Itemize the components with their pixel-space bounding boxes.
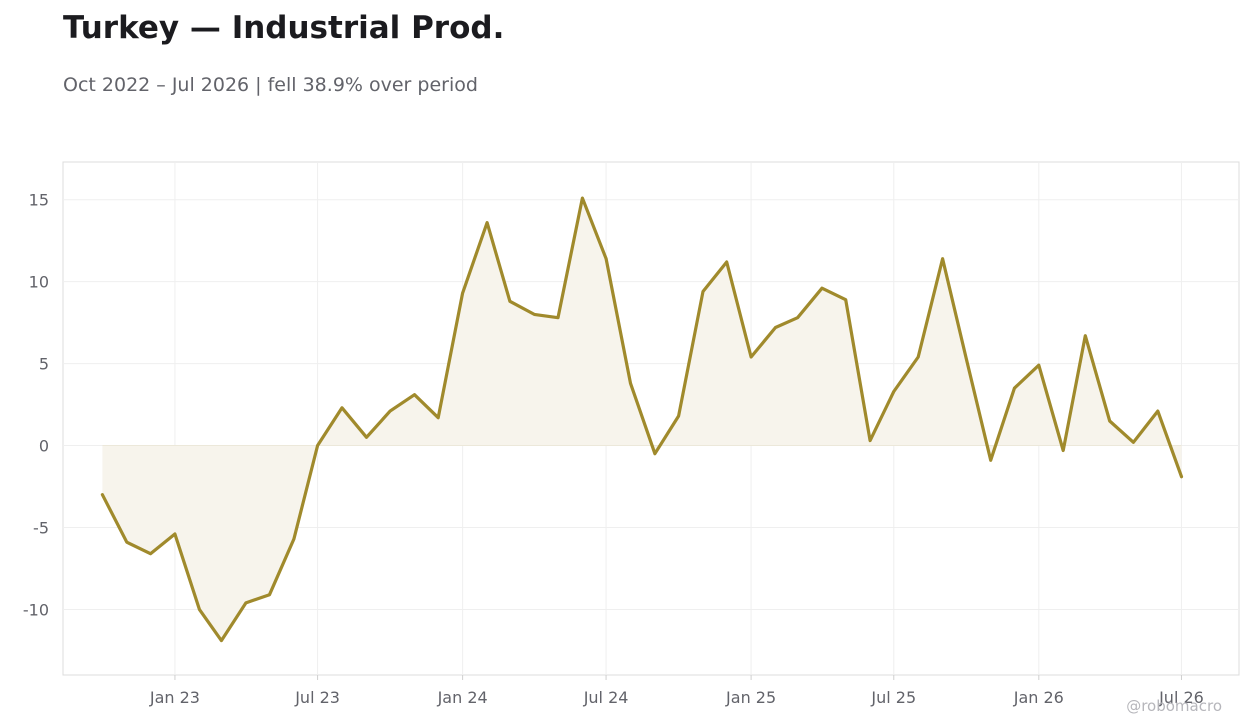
data-point [365, 436, 368, 439]
data-point [749, 355, 753, 359]
data-point [1037, 364, 1040, 367]
data-point [989, 459, 992, 462]
watermark: @robomacro [1126, 697, 1222, 715]
data-point [461, 291, 464, 295]
data-point [1108, 419, 1111, 423]
series-line [100, 196, 1184, 643]
data-point [1062, 449, 1065, 452]
data-point [1156, 409, 1160, 413]
data-point [796, 316, 799, 319]
x-tick-label: Jul 23 [294, 688, 340, 707]
data-point [965, 357, 968, 360]
data-point [125, 541, 129, 544]
data-point [436, 416, 440, 419]
data-point [820, 287, 824, 290]
y-tick-label: -10 [23, 600, 49, 619]
y-tick-label: 15 [29, 191, 49, 210]
data-point [629, 382, 632, 385]
data-point [844, 298, 847, 301]
chart-subtitle: Oct 2022 – Jul 2026 | fell 38.9% over pe… [63, 74, 478, 96]
x-tick-label: Jan 26 [1013, 688, 1064, 707]
data-point [485, 221, 489, 224]
data-point [1180, 475, 1183, 478]
data-point [556, 316, 560, 319]
data-point [917, 355, 920, 359]
y-tick-label: -5 [33, 518, 49, 537]
data-point [340, 406, 344, 410]
data-point [701, 290, 705, 293]
data-point [653, 452, 657, 455]
plot-frame [62, 161, 1240, 676]
data-point [316, 444, 319, 447]
data-point [581, 196, 584, 200]
x-tick-label: Jan 23 [149, 688, 200, 707]
x-tick-label: Jan 24 [437, 688, 488, 707]
y-tick-label: 10 [29, 273, 49, 292]
x-tick-label: Jan 25 [725, 688, 776, 707]
data-point [892, 390, 895, 393]
data-point [941, 257, 944, 260]
data-point [725, 260, 728, 264]
chart-title: Turkey — Industrial Prod. [63, 10, 505, 46]
data-point [149, 552, 152, 555]
data-point [268, 593, 271, 596]
data-point [774, 326, 777, 329]
data-point [388, 409, 392, 413]
data-point [1013, 386, 1016, 390]
y-tick-label: 0 [39, 437, 49, 456]
data-point [198, 608, 201, 611]
data-point [508, 300, 512, 303]
x-tick-label: Jul 26 [1158, 688, 1204, 707]
data-point [677, 414, 680, 418]
data-point [1084, 334, 1087, 337]
data-point [868, 439, 872, 442]
data-point [244, 601, 248, 605]
data-point [173, 532, 177, 536]
data-point [1132, 441, 1135, 444]
data-point [220, 639, 223, 642]
data-point [292, 537, 296, 541]
data-point [533, 313, 536, 316]
data-point [413, 393, 416, 396]
data-point [604, 257, 608, 260]
x-tick-label: Jul 25 [870, 688, 916, 707]
data-point [101, 493, 104, 496]
y-tick-label: 5 [39, 355, 49, 374]
x-tick-label: Jul 24 [583, 688, 629, 707]
